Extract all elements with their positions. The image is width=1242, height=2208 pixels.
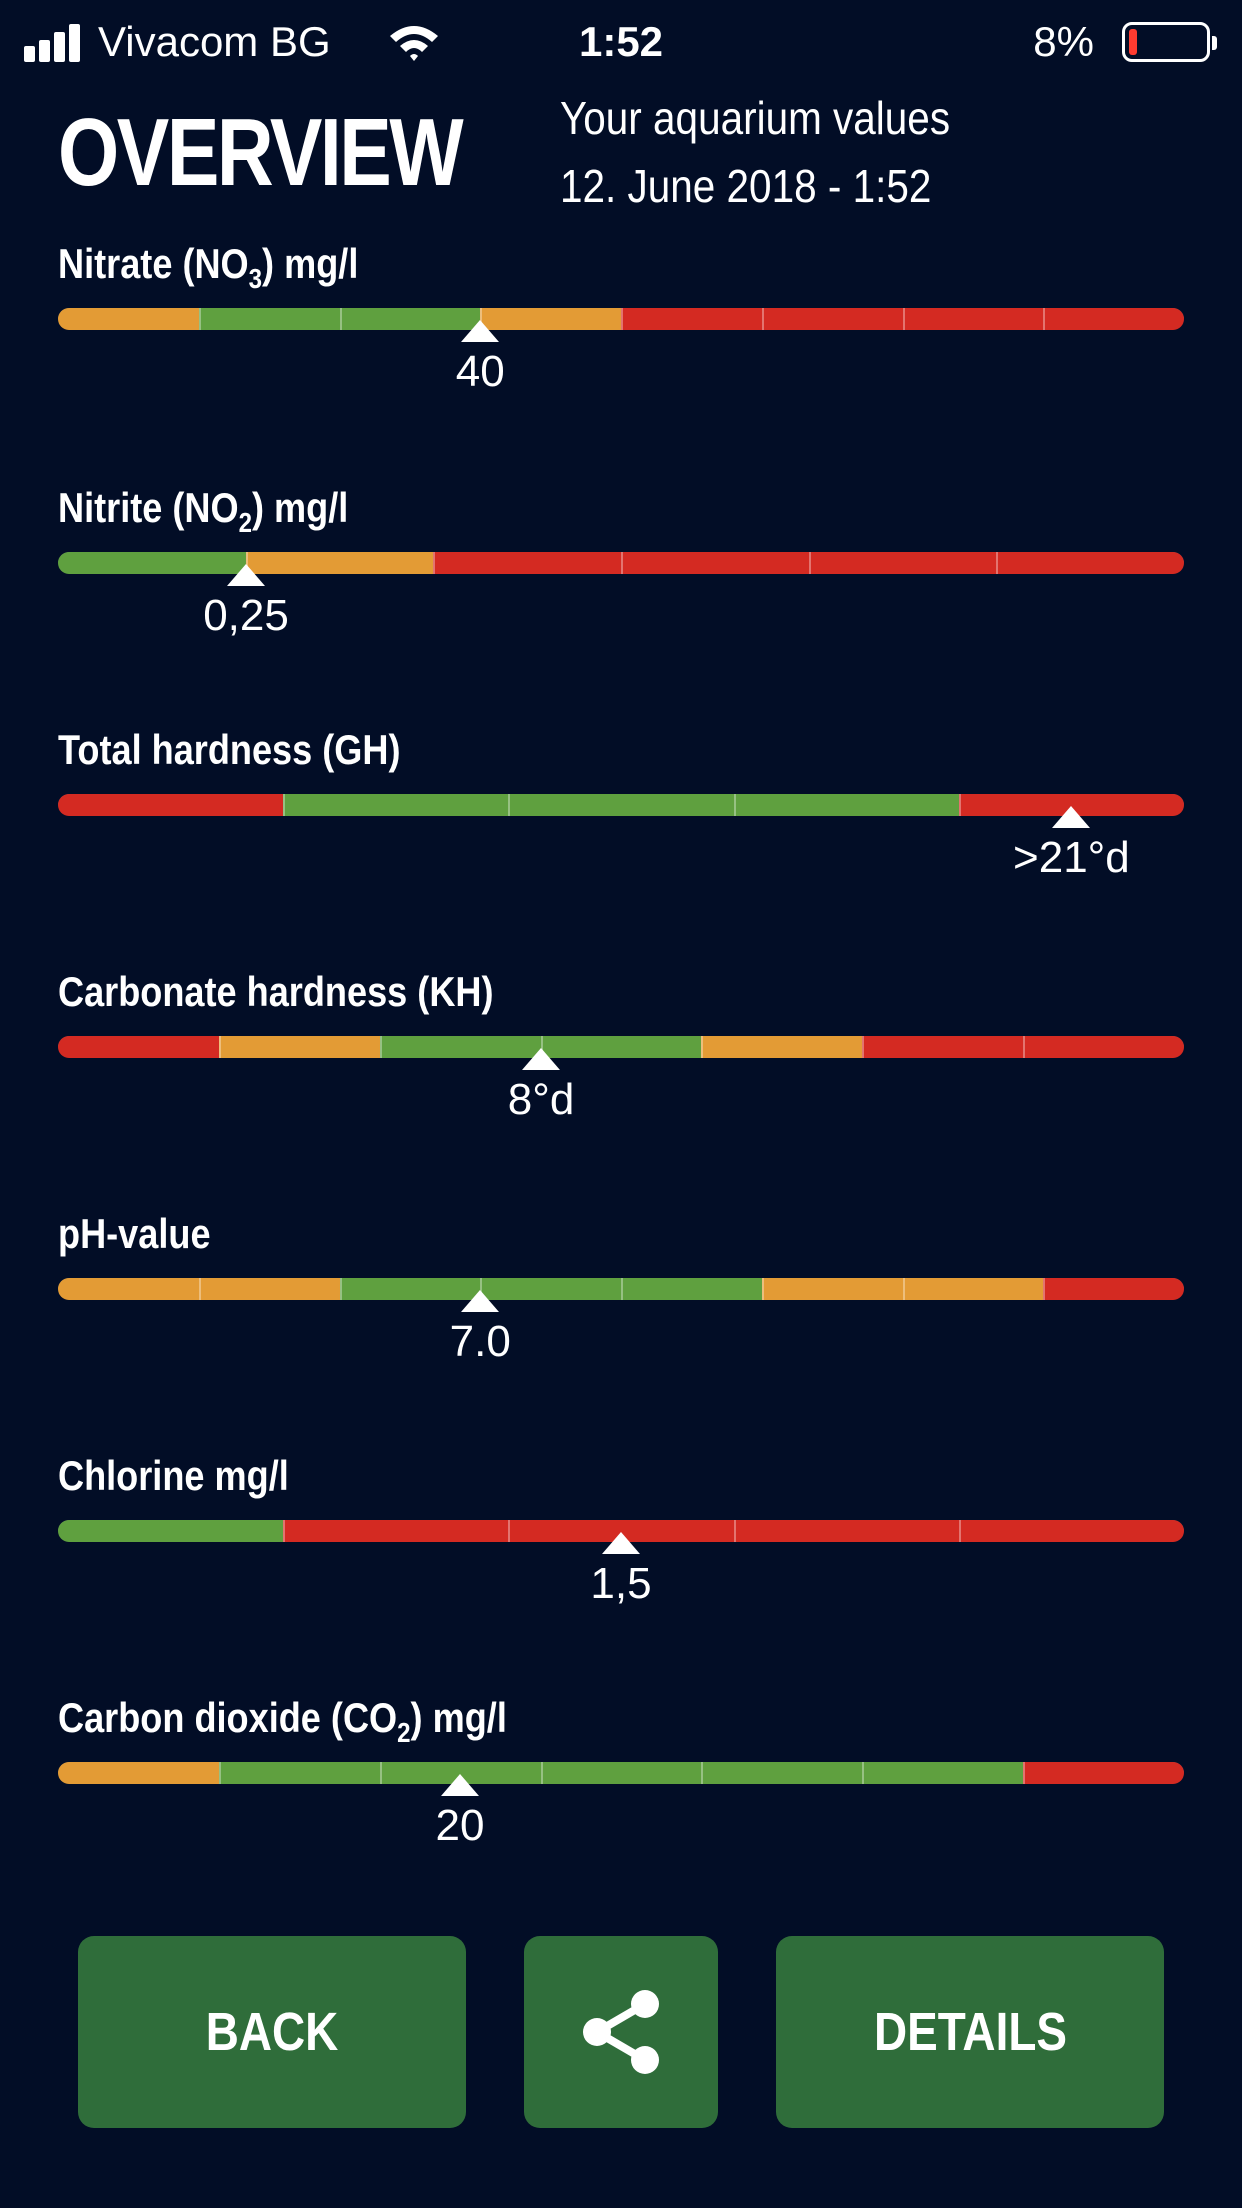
scale-segment-red: [58, 1036, 219, 1058]
scale-segment-green: [508, 794, 734, 816]
scale-segment-green: [480, 1278, 621, 1300]
scale-segment-orange: [701, 1036, 863, 1058]
value-scale-bar: [58, 552, 1184, 574]
scale-segment-green: [540, 1762, 702, 1784]
marker-triangle-icon: [227, 564, 266, 586]
scale-segment-green: [218, 1762, 380, 1784]
scale-segment-red: [283, 1520, 509, 1542]
marker-triangle-icon: [440, 1774, 479, 1796]
scale-segment-green: [379, 1036, 541, 1058]
scale-segment-red: [862, 1036, 1024, 1058]
scale-segment-red: [808, 552, 997, 574]
scale-segment-green: [733, 794, 959, 816]
scale-segment-red: [1043, 308, 1184, 330]
subtitle-line-1: Your aquarium values: [560, 92, 951, 144]
parameter-label: Carbonate hardness (KH): [58, 968, 494, 1015]
parameter-carbon-dioxide: Carbon dioxide (CO2) mg/l 20: [58, 1690, 1184, 1880]
carrier-name: Vivacom BG: [98, 18, 331, 65]
share-button[interactable]: [524, 1936, 718, 2128]
scale-segment-orange: [218, 1036, 380, 1058]
value-scale-bar: [58, 308, 1184, 330]
scale-segment-red: [433, 552, 621, 574]
signal-bars-icon: [24, 22, 88, 62]
back-button[interactable]: BACK: [78, 1936, 466, 2128]
marker-triangle-icon: [602, 1532, 640, 1554]
scale-segment-orange: [480, 308, 621, 330]
details-button-label: DETAILS: [873, 2002, 1067, 2062]
back-button-label: BACK: [205, 2002, 339, 2062]
parameter-value: >21°d: [1013, 833, 1130, 882]
scale-segment-green: [379, 1762, 541, 1784]
page-title: OVERVIEW: [58, 99, 464, 206]
value-scale-bar: [58, 1762, 1184, 1784]
scale-segment-green: [339, 308, 481, 330]
parameter-label: Carbon dioxide (CO2) mg/l: [58, 1694, 507, 1748]
parameter-label: Chlorine mg/l: [58, 1452, 289, 1499]
scale-segment-red: [902, 308, 1044, 330]
parameter-carbonate-hardness: Carbonate hardness (KH) 8°d: [58, 964, 1184, 1154]
details-button[interactable]: DETAILS: [776, 1936, 1164, 2128]
status-bar: Vivacom BG 1:52 8%: [0, 0, 1242, 88]
scale-segment-green: [58, 1520, 284, 1542]
scale-segment-red: [958, 1520, 1184, 1542]
scale-segment-red: [733, 1520, 959, 1542]
subtitle-date: 12. June 2018 - 1:52: [560, 160, 932, 212]
page-subtitle: Your aquarium values 12. June 2018 - 1:5…: [560, 84, 950, 220]
scale-segment-green: [862, 1762, 1024, 1784]
scale-segment-orange: [902, 1278, 1044, 1300]
marker-triangle-icon: [1052, 806, 1091, 828]
scale-segment-green: [701, 1762, 863, 1784]
scale-segment-green: [198, 308, 340, 330]
value-scale-bar: [58, 1520, 1184, 1542]
battery-low-icon: [1122, 22, 1217, 62]
value-scale-bar: [58, 1036, 1184, 1058]
scale-segment-green: [339, 1278, 481, 1300]
parameter-total-hardness: Total hardness (GH) >21°d: [58, 722, 1184, 912]
wifi-icon: [390, 26, 438, 61]
scale-segment-red: [508, 1520, 734, 1542]
scale-segment-red: [958, 794, 1184, 816]
scale-segment-orange: [245, 552, 434, 574]
scale-segment-red: [620, 552, 809, 574]
parameter-value: 20: [435, 1801, 485, 1850]
value-scale-bar: [58, 1278, 1184, 1300]
marker-triangle-icon: [522, 1048, 561, 1070]
parameter-nitrate: Nitrate (NO3) mg/l 40: [58, 236, 1184, 426]
marker-triangle-icon: [461, 320, 500, 342]
scale-segment-green: [540, 1036, 702, 1058]
value-scale-bar: [58, 794, 1184, 816]
scale-segment-red: [58, 794, 284, 816]
battery-percent: 8%: [1033, 18, 1094, 65]
parameter-value: 0,25: [203, 591, 289, 640]
parameter-label: Total hardness (GH): [58, 726, 401, 773]
scale-segment-red: [1023, 1036, 1184, 1058]
scale-segment-orange: [198, 1278, 340, 1300]
parameter-label: Nitrite (NO2) mg/l: [58, 484, 349, 538]
scale-segment-orange: [58, 1278, 199, 1300]
scale-segment-green: [621, 1278, 762, 1300]
parameter-label: Nitrate (NO3) mg/l: [58, 240, 359, 294]
scale-segment-red: [1043, 1278, 1184, 1300]
parameter-value: 7.0: [449, 1317, 511, 1366]
scale-segment-orange: [58, 308, 199, 330]
marker-triangle-icon: [461, 1290, 500, 1312]
scale-segment-green: [283, 794, 509, 816]
share-icon: [583, 1990, 659, 2074]
parameter-label: pH-value: [58, 1210, 211, 1257]
parameter-value: 40: [455, 347, 505, 396]
parameter-value: 8°d: [507, 1075, 575, 1124]
scale-segment-orange: [761, 1278, 903, 1300]
scale-segment-orange: [58, 1762, 219, 1784]
scale-segment-red: [761, 308, 903, 330]
parameter-value: 1,5: [590, 1559, 652, 1608]
parameter-nitrite: Nitrite (NO2) mg/l 0,25: [58, 480, 1184, 670]
parameter-chlorine: Chlorine mg/l 1,5: [58, 1448, 1184, 1638]
scale-segment-red: [996, 552, 1184, 574]
status-time: 1:52: [578, 18, 664, 65]
scale-segment-red: [1023, 1762, 1184, 1784]
parameter-ph-value: pH-value 7.0: [58, 1206, 1184, 1396]
scale-segment-green: [58, 552, 246, 574]
scale-segment-red: [621, 308, 762, 330]
